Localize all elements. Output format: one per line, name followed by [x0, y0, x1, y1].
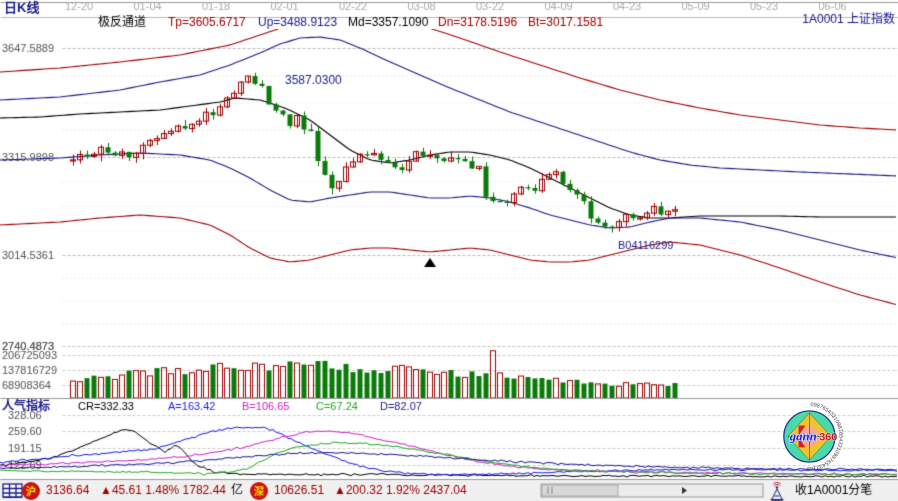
- svg-text:gann: gann: [789, 429, 817, 443]
- svg-text:360: 360: [819, 431, 837, 443]
